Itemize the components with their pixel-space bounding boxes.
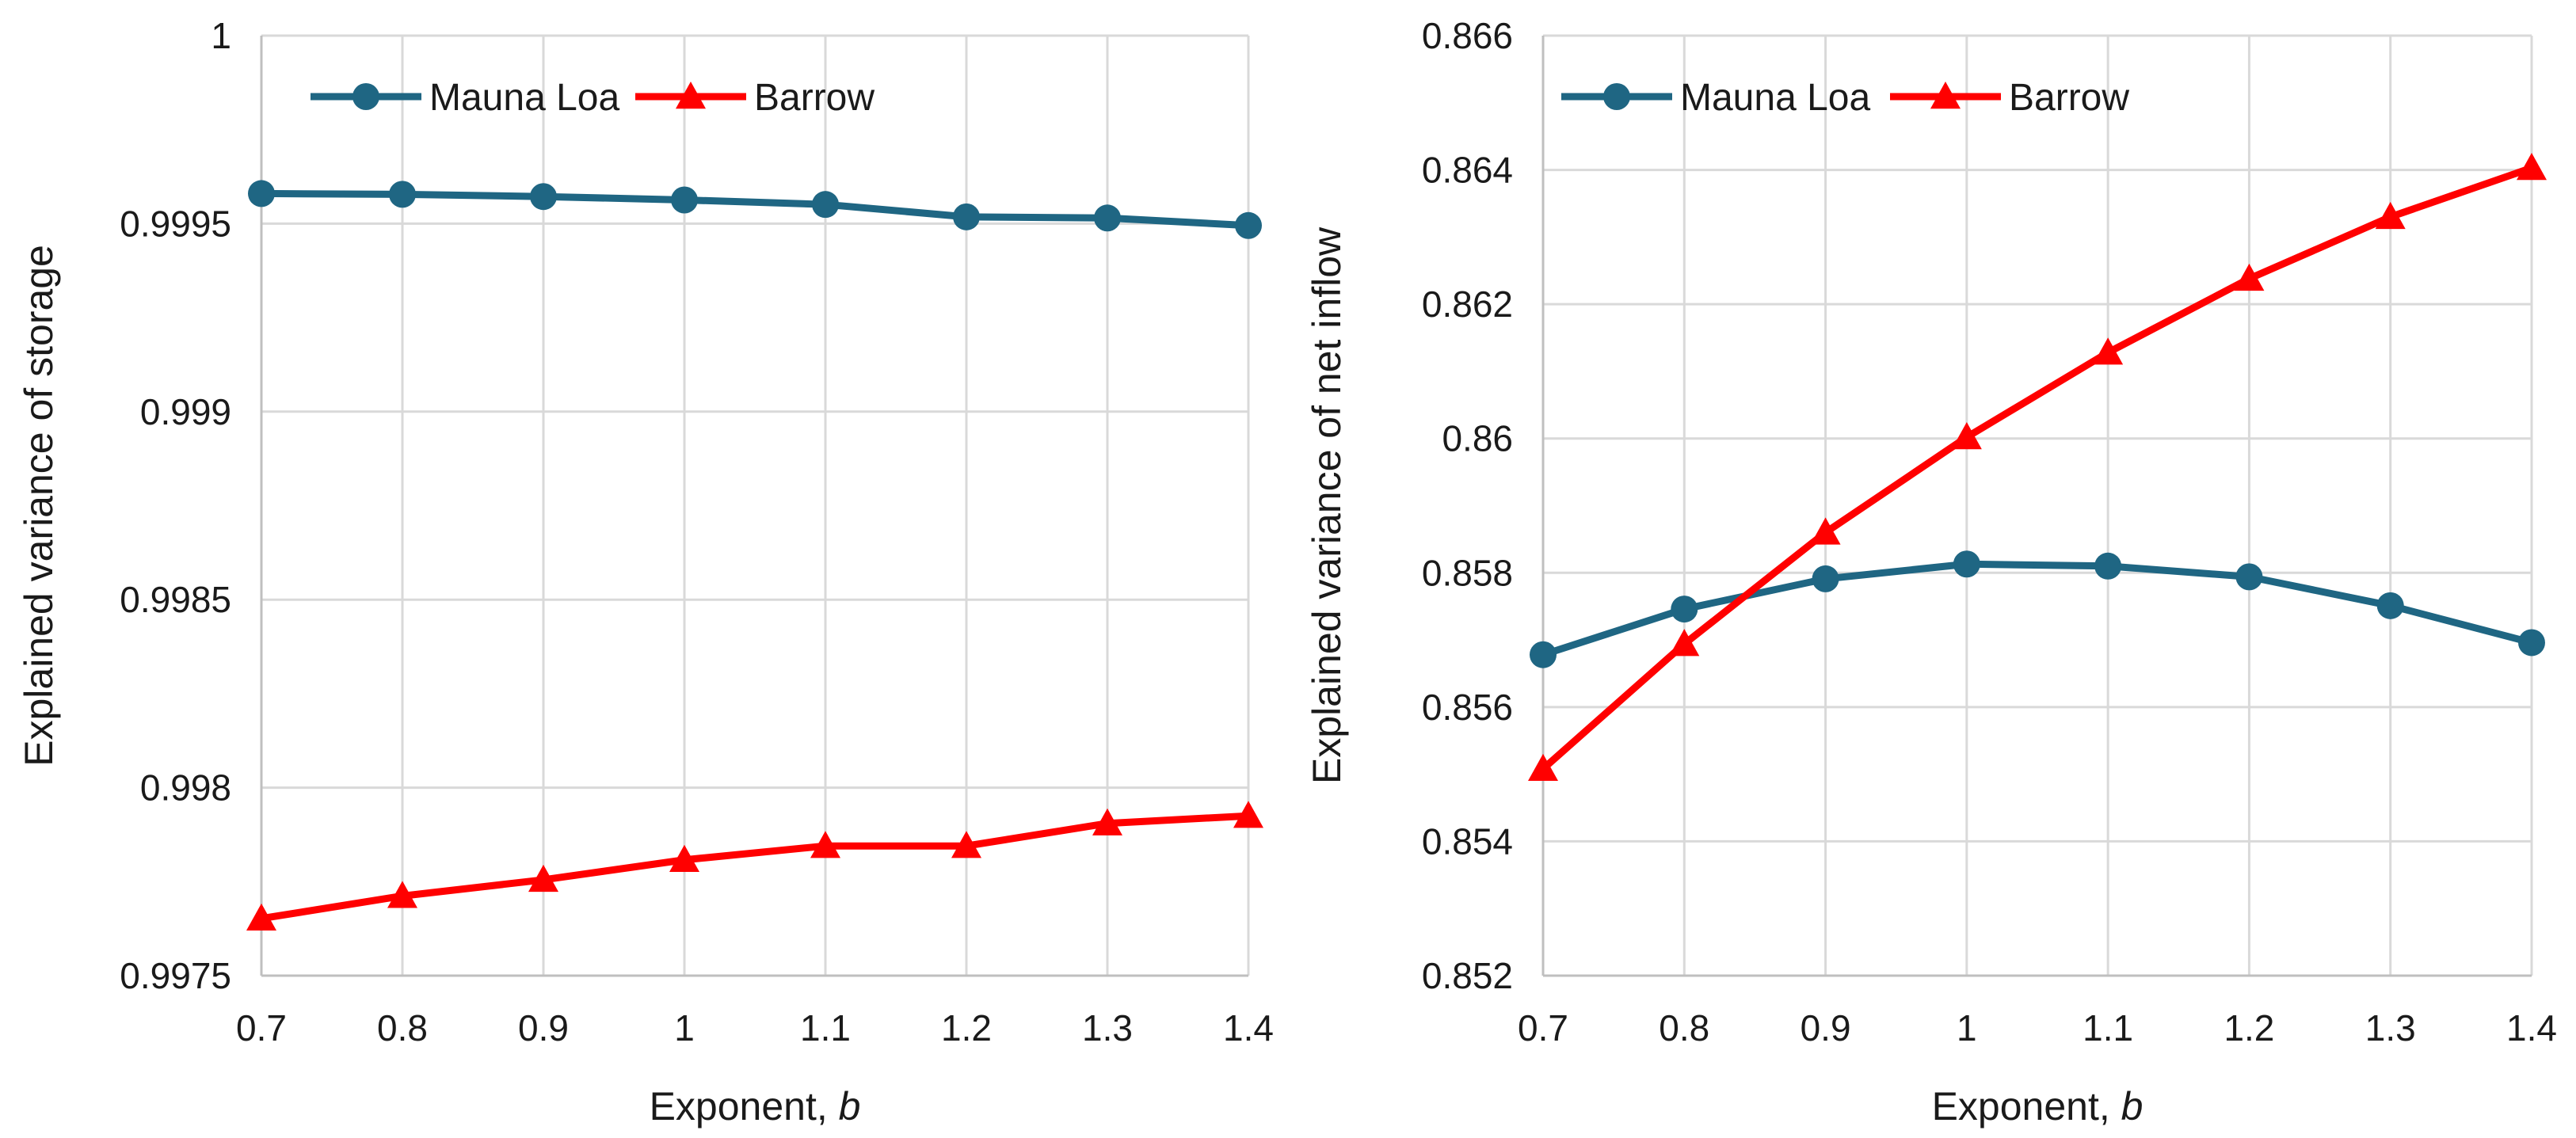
data-point-mauna-loa — [1953, 550, 1980, 578]
x-tick-label: 1.4 — [1223, 1007, 1274, 1049]
legend: Mauna Loa Barrow — [1561, 77, 2129, 119]
data-point-mauna-loa — [1812, 565, 1839, 592]
data-point-barrow — [246, 903, 276, 931]
x-tick-label: 1.1 — [800, 1007, 851, 1049]
data-point-mauna-loa — [812, 191, 839, 219]
data-point-barrow — [2375, 201, 2406, 230]
data-point-barrow — [1528, 753, 1558, 782]
chart-panel-net-inflow: 0.7 0.8 0.9 1 1.1 1.2 1.3 1.4 0.852 0.854 0.856 0.8… — [1288, 0, 2576, 1138]
x-tick-label: 1.1 — [2083, 1007, 2133, 1049]
y-tick-label: 0.864 — [1422, 150, 1513, 191]
data-point-mauna-loa — [1671, 596, 1698, 623]
legend-label-barrow: Barrow — [2009, 77, 2129, 119]
y-axis-title: Explained variance of net inflow — [1305, 226, 1349, 784]
data-point-mauna-loa — [1235, 211, 1262, 239]
gridlines — [1541, 34, 2533, 977]
data-point-mauna-loa — [2235, 563, 2263, 591]
data-point-barrow — [528, 864, 558, 893]
legend-marker-mauna-loa — [1603, 83, 1630, 110]
y-tick-label: 1 — [211, 15, 231, 56]
x-tick-label: 1.2 — [2224, 1007, 2274, 1049]
series-line-barrow — [261, 812, 1249, 923]
data-point-barrow — [951, 831, 981, 858]
x-tick-label: 1.4 — [2506, 1007, 2557, 1049]
chart-net-inflow: 0.7 0.8 0.9 1 1.1 1.2 1.3 1.4 0.852 0.854 0.856 0.8… — [1305, 15, 2557, 1128]
data-point-barrow — [387, 881, 417, 908]
x-tick-label: 0.7 — [236, 1007, 287, 1049]
legend-label-mauna-loa: Mauna Loa — [1680, 77, 1870, 119]
legend-label-mauna-loa: Mauna Loa — [429, 77, 619, 119]
y-tick-label: 0.856 — [1422, 687, 1513, 728]
legend-label-barrow: Barrow — [754, 77, 875, 119]
data-point-barrow — [1092, 808, 1122, 835]
data-point-barrow — [810, 831, 840, 858]
data-point-mauna-loa — [248, 180, 275, 207]
x-tick-label: 0.9 — [518, 1007, 569, 1049]
legend-marker-barrow — [676, 82, 706, 109]
x-axis-title: Exponent, b — [650, 1084, 861, 1128]
y-tick-label: 0.9975 — [120, 955, 231, 996]
x-tick-label: 0.7 — [1518, 1007, 1568, 1049]
y-tick-label: 0.862 — [1422, 284, 1513, 325]
data-point-mauna-loa — [953, 203, 980, 230]
chart-storage: 0.7 0.8 0.9 1 1.1 1.2 1.3 1.4 0.9975 0.998 0.9985 0… — [17, 15, 1274, 1128]
data-point-mauna-loa — [2376, 592, 2404, 619]
y-tick-label: 0.858 — [1422, 552, 1513, 593]
y-tick-label: 0.866 — [1422, 15, 1513, 56]
data-point-barrow — [2234, 263, 2265, 291]
x-tick-label: 1 — [674, 1007, 695, 1049]
data-point-mauna-loa — [1530, 641, 1557, 668]
x-tick-label: 1.2 — [941, 1007, 992, 1049]
x-axis-title: Exponent, b — [1932, 1084, 2143, 1128]
y-tick-label: 0.86 — [1442, 418, 1513, 459]
series-line-barrow — [1541, 164, 2533, 772]
x-tick-label: 0.8 — [1659, 1007, 1709, 1049]
data-point-mauna-loa — [530, 183, 557, 211]
y-tick-label: 0.999 — [140, 391, 231, 432]
legend: Mauna Loa Barrow — [311, 77, 875, 119]
y-axis-title: Explained variance of storage — [17, 245, 61, 767]
series-mauna-loa — [248, 180, 1262, 239]
y-tick-label: 0.852 — [1422, 955, 1513, 996]
data-point-barrow — [1810, 517, 1841, 545]
data-point-mauna-loa — [2518, 629, 2545, 657]
data-point-mauna-loa — [389, 181, 416, 208]
series-barrow — [246, 801, 1263, 931]
y-tick-label: 0.998 — [140, 767, 231, 809]
data-point-barrow — [1233, 801, 1263, 828]
x-tick-label: 1.3 — [2365, 1007, 2416, 1049]
legend-marker-barrow — [1930, 82, 1961, 109]
x-tick-label: 1.3 — [1082, 1007, 1133, 1049]
data-point-barrow — [2517, 153, 2547, 181]
data-point-barrow — [669, 844, 699, 872]
gridlines — [260, 34, 1250, 977]
y-tick-label: 0.9985 — [120, 579, 231, 620]
data-point-mauna-loa — [2094, 552, 2122, 580]
y-tick-label: 0.9995 — [120, 203, 231, 244]
data-point-barrow — [1669, 629, 1700, 657]
data-point-mauna-loa — [671, 186, 698, 214]
x-tick-label: 0.9 — [1801, 1007, 1851, 1049]
y-tick-label: 0.854 — [1422, 820, 1513, 862]
series-line-mauna-loa — [261, 189, 1249, 230]
chart-panel-storage: 0.7 0.8 0.9 1 1.1 1.2 1.3 1.4 0.9975 0.998 0.9985 0… — [17, 15, 1274, 1128]
data-point-barrow — [1951, 422, 1982, 450]
legend-marker-mauna-loa — [352, 83, 379, 110]
x-tick-label: 1 — [1957, 1007, 1977, 1049]
series-mauna-loa — [1530, 550, 2545, 668]
series-line-mauna-loa — [1541, 560, 2533, 659]
x-tick-label: 0.8 — [377, 1007, 428, 1049]
series-barrow — [1528, 153, 2547, 782]
data-point-barrow — [2093, 337, 2124, 365]
data-point-mauna-loa — [1094, 204, 1121, 232]
